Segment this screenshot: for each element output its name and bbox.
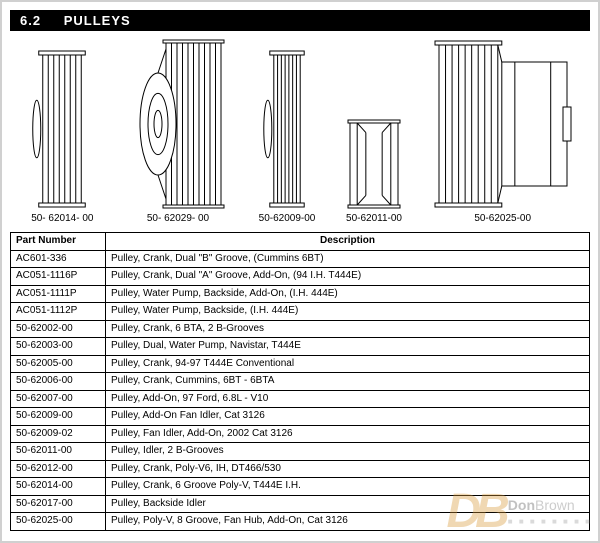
- table-row: AC051-1112PPulley, Water Pump, Backside,…: [11, 303, 590, 321]
- pulley-drawing-icon: [128, 39, 228, 209]
- cell-description: Pulley, Crank, 6 BTA, 2 B-Grooves: [106, 320, 590, 338]
- cell-description: Pulley, Crank, Dual "B" Groove, (Cummins…: [106, 250, 590, 268]
- cell-partnumber: 50-62007-00: [11, 390, 106, 408]
- col-header-description: Description: [106, 233, 590, 251]
- cell-partnumber: AC051-1116P: [11, 268, 106, 286]
- cell-description: Pulley, Fan Idler, Add-On, 2002 Cat 3126: [106, 425, 590, 443]
- table-row: 50-62007-00Pulley, Add-On, 97 Ford, 6.8L…: [11, 390, 590, 408]
- table-row: 50-62005-00Pulley, Crank, 94-97 T444E Co…: [11, 355, 590, 373]
- cell-description: Pulley, Water Pump, Backside, (I.H. 444E…: [106, 303, 590, 321]
- cell-partnumber: 50-62003-00: [11, 338, 106, 356]
- table-row: 50-62017-00Pulley, Backside Idler: [11, 495, 590, 513]
- table-row: 50-62014-00Pulley, Crank, 6 Groove Poly-…: [11, 478, 590, 496]
- cell-partnumber: 50-62005-00: [11, 355, 106, 373]
- pulley-figure: 50- 62029- 00: [128, 39, 228, 224]
- cell-partnumber: 50-62009-00: [11, 408, 106, 426]
- table-row: 50-62002-00Pulley, Crank, 6 BTA, 2 B-Gro…: [11, 320, 590, 338]
- section-header: 6.2 PULLEYS: [10, 10, 590, 31]
- figure-label: 50- 62029- 00: [147, 213, 209, 224]
- table-row: AC051-1111PPulley, Water Pump, Backside,…: [11, 285, 590, 303]
- cell-description: Pulley, Poly-V, 8 Groove, Fan Hub, Add-O…: [106, 513, 590, 531]
- cell-description: Pulley, Crank, Poly-V6, IH, DT466/530: [106, 460, 590, 478]
- table-row: 50-62009-00Pulley, Add-On Fan Idler, Cat…: [11, 408, 590, 426]
- cell-description: Pulley, Crank, 94-97 T444E Conventional: [106, 355, 590, 373]
- cell-description: Pulley, Water Pump, Backside, Add-On, (I…: [106, 285, 590, 303]
- section-number: 6.2: [20, 13, 41, 28]
- pulley-drawing-icon: [346, 119, 402, 209]
- cell-partnumber: 50-62025-00: [11, 513, 106, 531]
- cell-description: Pulley, Add-On Fan Idler, Cat 3126: [106, 408, 590, 426]
- cell-partnumber: 50-62002-00: [11, 320, 106, 338]
- table-row: 50-62009-02Pulley, Fan Idler, Add-On, 20…: [11, 425, 590, 443]
- figure-label: 50-62025-00: [474, 213, 531, 224]
- table-row: 50-62006-00Pulley, Crank, Cummins, 6BT -…: [11, 373, 590, 391]
- cell-partnumber: AC051-1112P: [11, 303, 106, 321]
- cell-partnumber: 50-62012-00: [11, 460, 106, 478]
- table-row: 50-62025-00Pulley, Poly-V, 8 Groove, Fan…: [11, 513, 590, 531]
- cell-description: Pulley, Add-On, 97 Ford, 6.8L - V10: [106, 390, 590, 408]
- pulley-drawing-icon: [263, 49, 311, 209]
- pulley-drawing-icon: [433, 39, 573, 209]
- pulley-figure: 50-62025-00: [433, 39, 573, 224]
- cell-partnumber: 50-62017-00: [11, 495, 106, 513]
- parts-table-wrap: Part Number Description AC601-336Pulley,…: [2, 228, 598, 539]
- parts-table-body: AC601-336Pulley, Crank, Dual "B" Groove,…: [11, 250, 590, 530]
- pulley-figure: 50-62009-00: [259, 49, 316, 224]
- cell-partnumber: 50-62009-02: [11, 425, 106, 443]
- cell-partnumber: 50-62011-00: [11, 443, 106, 461]
- figure-label: 50-62011-00: [346, 213, 402, 224]
- cell-description: Pulley, Dual, Water Pump, Navistar, T444…: [106, 338, 590, 356]
- pulley-figure: 50-62011-00: [346, 119, 402, 224]
- table-row: AC051-1116PPulley, Crank, Dual "A" Groov…: [11, 268, 590, 286]
- cell-partnumber: 50-62006-00: [11, 373, 106, 391]
- parts-table: Part Number Description AC601-336Pulley,…: [10, 232, 590, 531]
- table-row: 50-62011-00Pulley, Idler, 2 B-Grooves: [11, 443, 590, 461]
- col-header-partnumber: Part Number: [11, 233, 106, 251]
- pulley-drawing-icon: [27, 49, 97, 209]
- pulley-figure: 50- 62014- 00: [27, 49, 97, 224]
- section-title: PULLEYS: [64, 13, 131, 28]
- table-row: 50-62003-00Pulley, Dual, Water Pump, Nav…: [11, 338, 590, 356]
- figure-label: 50- 62014- 00: [31, 213, 93, 224]
- cell-description: Pulley, Backside Idler: [106, 495, 590, 513]
- cell-partnumber: AC601-336: [11, 250, 106, 268]
- cell-description: Pulley, Crank, Dual "A" Groove, Add-On, …: [106, 268, 590, 286]
- cell-description: Pulley, Crank, Cummins, 6BT - 6BTA: [106, 373, 590, 391]
- figure-label: 50-62009-00: [259, 213, 316, 224]
- cell-description: Pulley, Idler, 2 B-Grooves: [106, 443, 590, 461]
- pulley-figures-row: 50- 62014- 00 50- 62029- 00 50-62009-00 50-…: [2, 31, 598, 228]
- cell-description: Pulley, Crank, 6 Groove Poly-V, T444E I.…: [106, 478, 590, 496]
- table-row: AC601-336Pulley, Crank, Dual "B" Groove,…: [11, 250, 590, 268]
- cell-partnumber: AC051-1111P: [11, 285, 106, 303]
- table-row: 50-62012-00Pulley, Crank, Poly-V6, IH, D…: [11, 460, 590, 478]
- cell-partnumber: 50-62014-00: [11, 478, 106, 496]
